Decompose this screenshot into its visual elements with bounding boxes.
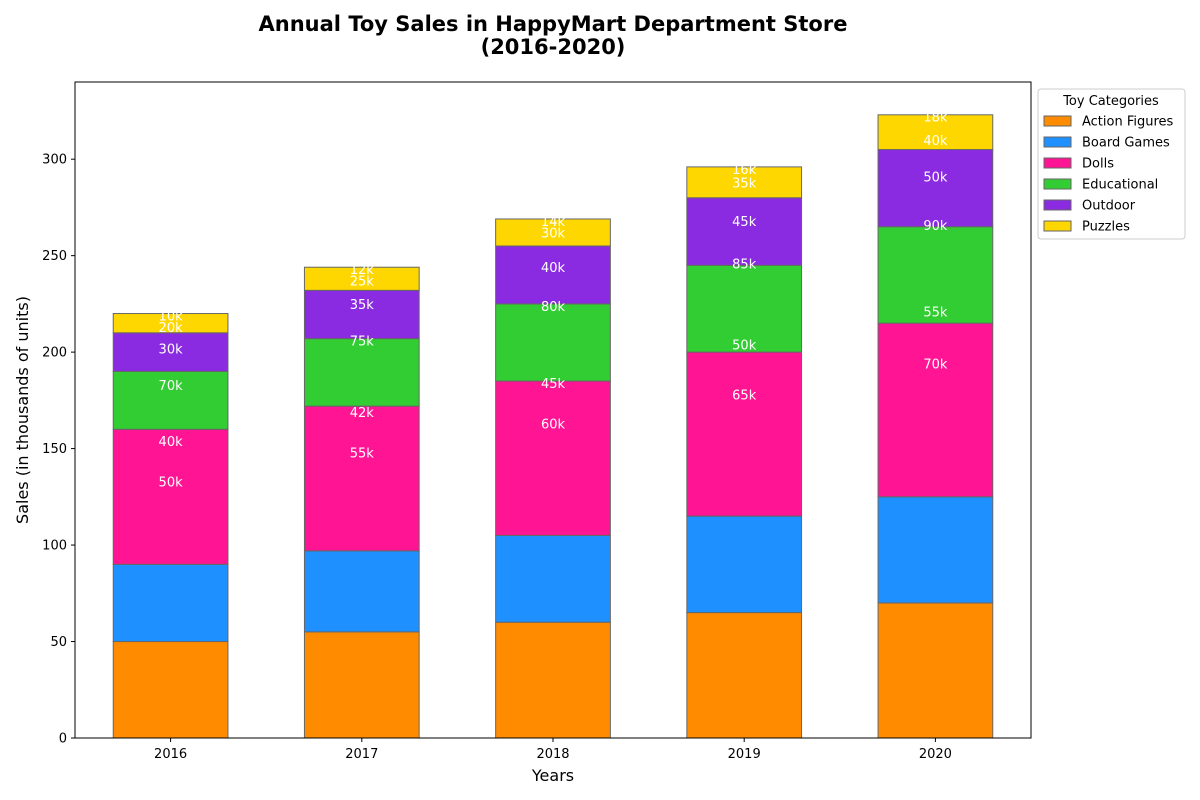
legend: Toy Categories Action Figures Board Games… <box>1037 88 1186 240</box>
y-tick-label: 250 <box>42 249 67 264</box>
y-tick-label: 100 <box>42 539 67 554</box>
bar-board-games-2017 <box>303 550 420 633</box>
data-label: 20k <box>159 321 184 336</box>
data-label: 10k <box>159 309 184 324</box>
legend-label-puzzles: Puzzles <box>1082 220 1130 235</box>
bar-action-figures-2017 <box>303 631 420 739</box>
data-label: 50k <box>732 338 757 353</box>
bar-action-figures-2020 <box>877 602 994 739</box>
bar-board-games-2016 <box>112 563 229 643</box>
data-label: 16k <box>732 163 757 178</box>
chart-title-line-2: (2016-2020) <box>481 35 626 59</box>
legend-swatch-dolls <box>1043 157 1072 169</box>
x-axis-label: Years <box>531 766 574 785</box>
data-label: 30k <box>159 342 184 357</box>
data-label: 90k <box>923 219 948 234</box>
data-label: 40k <box>923 134 948 149</box>
bar-puzzles-2016 <box>112 313 229 334</box>
bar-puzzles-2020 <box>877 114 994 151</box>
legend-swatch-action-figures <box>1043 115 1072 127</box>
y-tick-label: 200 <box>42 346 67 361</box>
legend-label-board-games: Board Games <box>1082 136 1170 151</box>
bar-outdoor-2016 <box>112 332 229 372</box>
y-tick-label: 150 <box>42 442 67 457</box>
data-label: 85k <box>732 257 757 272</box>
legend-items: Action Figures Board Games Dolls Educationa… <box>1043 115 1174 235</box>
data-label: 70k <box>159 379 184 394</box>
legend-label-outdoor: Outdoor <box>1082 199 1136 214</box>
bar-educational-2017 <box>303 338 420 407</box>
legend-label-educational: Educational <box>1082 178 1158 193</box>
data-label: 45k <box>732 215 757 230</box>
bar-dolls-2019 <box>686 351 803 517</box>
bar-puzzles-2018 <box>495 218 611 247</box>
bar-educational-2020 <box>877 226 994 324</box>
legend-swatch-educational <box>1043 178 1072 190</box>
y-axis-label: Sales (in thousands of units) <box>13 296 32 524</box>
data-label: 42k <box>350 406 375 421</box>
bar-dolls-2017 <box>303 405 420 552</box>
bar-action-figures-2019 <box>686 612 803 739</box>
data-label: 65k <box>732 389 757 404</box>
x-axis: 2016 2017 2018 2019 2020 <box>154 738 952 762</box>
bar-educational-2016 <box>112 370 229 430</box>
data-label: 18k <box>923 111 948 126</box>
bar-board-games-2019 <box>686 515 803 614</box>
data-label: 60k <box>541 418 566 433</box>
bar-educational-2019 <box>686 264 803 353</box>
data-label: 30k <box>541 226 566 241</box>
bar-dolls-2020 <box>877 322 994 498</box>
chart-title-line-1: Annual Toy Sales in HappyMart Department… <box>259 12 848 36</box>
data-label: 14k <box>541 215 566 230</box>
bar-outdoor-2018 <box>495 245 611 305</box>
x-tick-label: 2018 <box>536 747 569 762</box>
bar-outdoor-2020 <box>877 149 994 228</box>
y-tick-label: 50 <box>50 635 67 650</box>
data-label: 80k <box>541 300 566 315</box>
x-tick-label: 2017 <box>345 747 378 762</box>
legend-swatch-puzzles <box>1043 220 1072 232</box>
y-axis: 0 50 100 150 200 250 300 <box>42 153 75 747</box>
bar-puzzles-2019 <box>686 166 803 199</box>
legend-swatch-outdoor <box>1043 199 1072 211</box>
bar-outdoor-2019 <box>686 197 803 266</box>
bar-educational-2018 <box>495 303 611 382</box>
y-tick-label: 300 <box>42 153 67 168</box>
data-label: 70k <box>923 358 948 373</box>
bar-board-games-2018 <box>495 534 611 623</box>
legend-swatch-board-games <box>1043 136 1072 148</box>
data-label: 40k <box>541 261 566 276</box>
bar-puzzles-2017 <box>303 266 420 291</box>
bars-layer <box>112 114 994 739</box>
x-tick-label: 2019 <box>728 747 761 762</box>
data-label: 50k <box>159 475 184 490</box>
legend-label-dolls: Dolls <box>1082 157 1114 172</box>
data-label: 75k <box>350 335 375 350</box>
data-label: 35k <box>350 298 375 313</box>
x-tick-label: 2016 <box>154 747 187 762</box>
bar-board-games-2020 <box>877 496 994 604</box>
data-label: 55k <box>350 446 375 461</box>
legend-label-action-figures: Action Figures <box>1082 115 1174 130</box>
data-label: 45k <box>541 377 566 392</box>
y-tick-label: 0 <box>59 732 67 747</box>
data-label: 55k <box>923 306 948 321</box>
bar-action-figures-2018 <box>495 621 611 739</box>
bar-dolls-2018 <box>495 380 611 536</box>
data-label: 35k <box>732 176 757 191</box>
legend-frame <box>1037 88 1186 240</box>
bar-action-figures-2016 <box>112 641 229 739</box>
data-label: 12k <box>350 263 375 278</box>
x-tick-label: 2020 <box>919 747 952 762</box>
data-label: 25k <box>350 275 375 290</box>
data-label: 40k <box>159 435 184 450</box>
data-label: 50k <box>923 171 948 186</box>
legend-title: Toy Categories <box>1062 94 1159 109</box>
